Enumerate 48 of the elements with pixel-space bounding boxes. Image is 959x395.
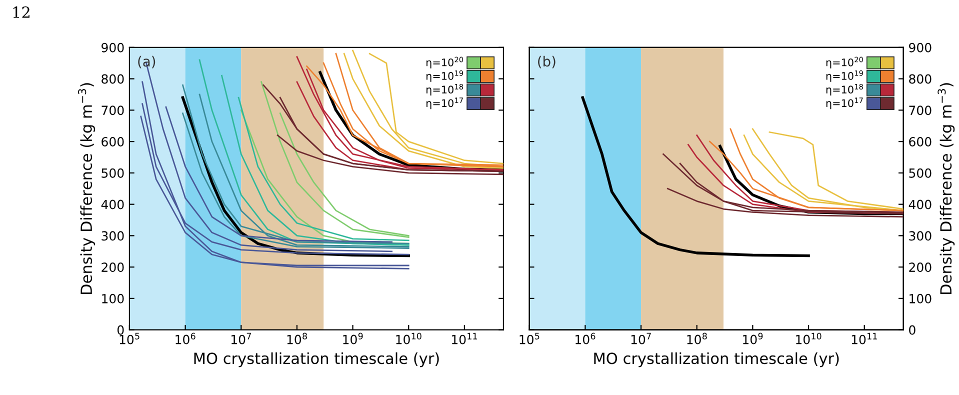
y-tick-label: 600 [102, 137, 124, 146]
y-tick-label: 300 [102, 231, 124, 241]
y-tick-label: 800 [102, 74, 124, 84]
legend-label: η=10$^{18}$ [826, 84, 863, 96]
x-tick-label: 10$^{7}$ [232, 332, 251, 344]
y2-tick-label: 0 [909, 325, 916, 335]
x-tick-label: 10$^{9}$ [343, 332, 363, 344]
y-tick-label: 100 [102, 294, 124, 304]
legend-label: η=10$^{17}$ [826, 98, 863, 110]
y2-tick-label: 300 [909, 231, 932, 241]
y2-tick-label: 100 [910, 294, 932, 304]
x-tick-label: 10$^{8}$ [287, 332, 307, 344]
x-tick-label: 10$^{8}$ [687, 332, 707, 344]
y2-tick-label: 700 [909, 106, 932, 116]
legend-label: η=10$^{19}$ [826, 70, 863, 82]
x-axis-title: MO crystallization timescale (yr) [194, 352, 439, 368]
y2-axis-title: Density Difference (kg m$^{−3}$) [938, 83, 955, 294]
legend-label: η=10$^{20}$ [826, 56, 863, 68]
x-tick-label: 10$^{11}$ [452, 332, 477, 344]
y-tick-label: 900 [102, 42, 124, 52]
y-tick-label: 200 [102, 262, 124, 272]
y-tick-label: 400 [101, 200, 124, 210]
y2-tick-label: 400 [908, 200, 932, 210]
y2-tick-label: 900 [909, 42, 932, 52]
legend-label: η=10$^{17}$ [426, 98, 463, 110]
x-tick-label: 10$^{5}$ [520, 332, 540, 344]
x-tick-label: 10$^{10}$ [796, 332, 822, 344]
x-axis-title: MO crystallization timescale (yr) [594, 352, 839, 368]
y-tick-label: 700 [102, 106, 124, 116]
y2-tick-label: 200 [909, 262, 932, 272]
x-tick-label: 10$^{6}$ [576, 332, 596, 344]
x-tick-label: 10$^{6}$ [176, 332, 196, 344]
annotation: (b) [538, 56, 556, 68]
x-tick-label: 10$^{7}$ [631, 332, 651, 344]
x-tick-label: 10$^{9}$ [743, 332, 763, 344]
legend-label: η=10$^{19}$ [426, 70, 464, 82]
y-tick-label: 0 [117, 325, 124, 335]
x-tick-label: 10$^{11}$ [852, 332, 877, 344]
y2-tick-label: 600 [909, 137, 932, 146]
y2-tick-label: 800 [909, 74, 932, 84]
y2-tick-label: 500 [909, 168, 932, 178]
x-tick-label: 10$^{10}$ [396, 332, 422, 344]
legend-label: η=10$^{20}$ [426, 56, 464, 68]
legend-label: η=10$^{18}$ [426, 84, 464, 96]
y-axis-title: Density Difference (kg m$^{−3}$) [78, 83, 96, 294]
annotation: (a) [138, 56, 156, 68]
text: 12 [13, 6, 30, 18]
y-tick-label: 500 [102, 168, 124, 178]
